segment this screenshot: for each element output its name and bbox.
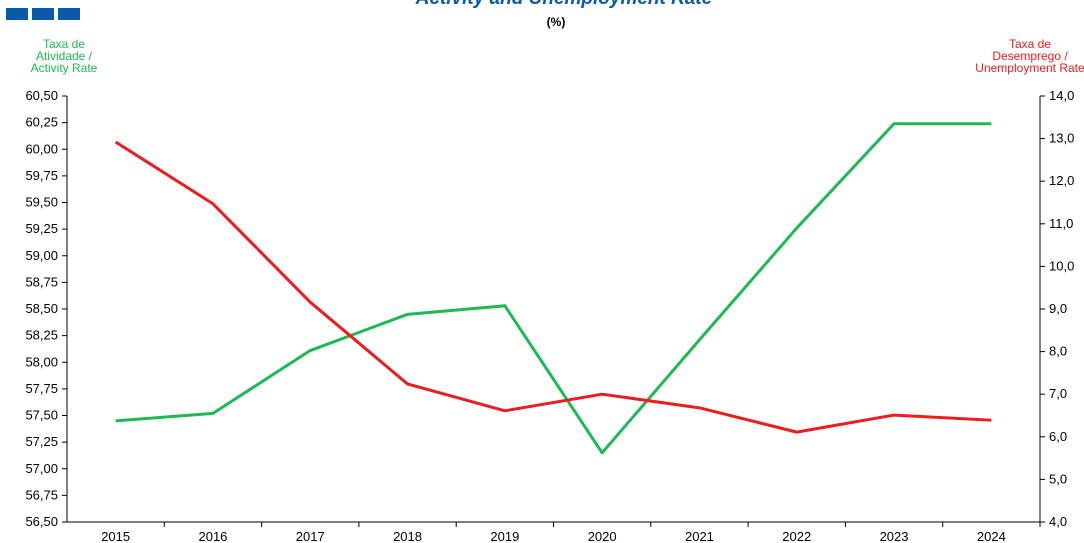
y-tick-label: 58,00	[25, 354, 58, 369]
logo-block	[32, 8, 54, 20]
y-axis-title: Activity Rate	[31, 61, 98, 75]
y-tick-label: 57,00	[25, 461, 58, 476]
y2-axis-title: Unemployment Rate	[975, 61, 1084, 75]
y-axis-title: Atividade /	[36, 49, 93, 63]
y2-tick-label: 6,0	[1049, 429, 1067, 444]
series-line	[114, 140, 992, 434]
x-tick-label: 2019	[490, 529, 519, 543]
y-tick-label: 56,75	[25, 487, 58, 502]
x-tick-label: 2021	[685, 529, 714, 543]
x-tick-label: 2017	[296, 529, 325, 543]
y2-axis-title: Taxa de	[1009, 37, 1051, 51]
y2-tick-label: 8,0	[1049, 344, 1067, 359]
chart-title: Activity and Unemployment Rate	[415, 0, 713, 9]
y2-axis-title: Desemprego /	[992, 49, 1068, 63]
x-tick-label: 2015	[101, 529, 130, 543]
y-tick-label: 57,25	[25, 434, 58, 449]
chart-subtitle: (%)	[547, 15, 566, 29]
x-tick-label: 2022	[782, 529, 811, 543]
y2-tick-label: 13,0	[1049, 131, 1074, 146]
y2-tick-label: 7,0	[1049, 386, 1067, 401]
y-axis-title: Taxa de	[43, 37, 85, 51]
logo-block	[58, 8, 80, 20]
x-tick-label: 2018	[393, 529, 422, 543]
logo-block	[6, 8, 28, 20]
x-tick-label: 2023	[880, 529, 909, 543]
y-tick-label: 59,50	[25, 195, 58, 210]
y-tick-label: 60,50	[25, 88, 58, 103]
y-tick-label: 60,00	[25, 141, 58, 156]
y-tick-label: 57,50	[25, 408, 58, 423]
y-tick-label: 56,50	[25, 514, 58, 529]
y2-tick-label: 4,0	[1049, 514, 1067, 529]
x-tick-label: 2020	[588, 529, 617, 543]
y2-tick-label: 12,0	[1049, 173, 1074, 188]
y-tick-label: 59,00	[25, 248, 58, 263]
y2-tick-label: 14,0	[1049, 88, 1074, 103]
y-tick-label: 58,75	[25, 274, 58, 289]
y2-tick-label: 11,0	[1049, 216, 1073, 231]
y-tick-label: 59,25	[25, 221, 58, 236]
y2-tick-label: 5,0	[1049, 471, 1067, 486]
y-tick-label: 58,50	[25, 301, 58, 316]
y-tick-label: 57,75	[25, 381, 58, 396]
y2-tick-label: 10,0	[1049, 258, 1074, 273]
y-tick-label: 59,75	[25, 168, 58, 183]
y2-tick-label: 9,0	[1049, 301, 1067, 316]
x-tick-label: 2024	[977, 529, 1006, 543]
series-line	[115, 122, 992, 455]
x-tick-label: 2016	[198, 529, 227, 543]
y-tick-label: 58,25	[25, 328, 58, 343]
y-tick-label: 60,25	[25, 115, 58, 130]
